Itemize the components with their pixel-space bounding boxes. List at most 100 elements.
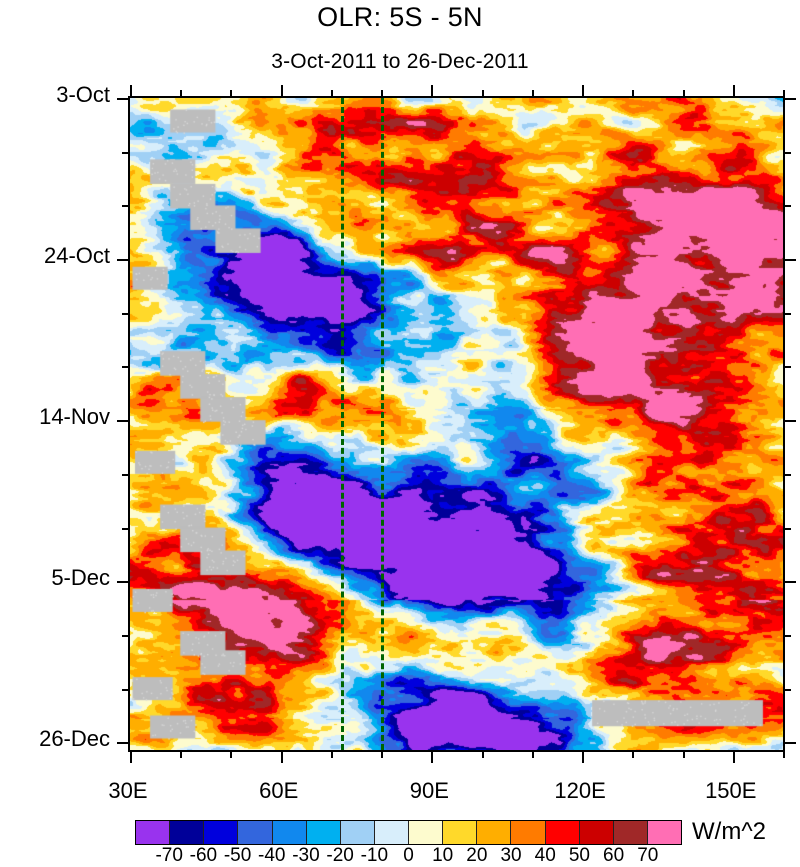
y-tick-70 [122, 634, 130, 637]
colorbar-swatch-15 [647, 821, 681, 844]
x-axis-label-60e: 60E [259, 778, 299, 803]
x-tick-top-130 [632, 90, 635, 98]
y-tick-right-28 [783, 312, 791, 315]
colorbar-tick--50: -50 [223, 845, 252, 866]
y-tick-right-35 [783, 366, 791, 369]
y-tick-right-70 [783, 634, 791, 637]
x-tick-110 [531, 750, 534, 758]
y-tick-42 [117, 420, 130, 423]
colorbar-tick--60: -60 [189, 845, 218, 866]
x-tick-top-100 [481, 90, 484, 98]
colorbar-swatch-6 [340, 821, 375, 844]
reference-line-80e [381, 98, 385, 750]
y-tick-right-84 [783, 742, 796, 745]
colorbar-swatch-5 [306, 821, 341, 844]
hovmoller-plot-area [130, 98, 783, 750]
x-tick-90 [431, 750, 434, 763]
y-axis-label-24-oct: 24-Oct [43, 243, 110, 269]
x-tick-top-90 [431, 85, 434, 98]
x-tick-top-50 [230, 90, 233, 98]
x-tick-top-40 [180, 90, 183, 98]
colorbar-swatch-12 [545, 821, 580, 844]
colorbar-swatch-8 [409, 821, 444, 844]
x-tick-top-120 [582, 85, 585, 98]
y-tick-7 [122, 151, 130, 154]
colorbar-tick-60: 60 [603, 845, 625, 866]
y-tick-right-63 [783, 581, 796, 584]
x-tick-top-80 [381, 90, 384, 98]
y-tick-21 [117, 259, 130, 262]
x-tick-top-160 [783, 90, 785, 98]
page-subtitle: 3-Oct-2011 to 26-Dec-2011 [271, 50, 529, 73]
x-axis-label-90e: 90E [409, 778, 449, 803]
colorbar-tick--10: -10 [360, 845, 389, 866]
colorbar-swatch-1 [170, 821, 205, 844]
x-tick-100 [481, 750, 484, 758]
colorbar-swatch-10 [477, 821, 512, 844]
x-axis-label-120e: 120E [554, 778, 606, 803]
y-axis-label-14-nov: 14-Nov [39, 404, 110, 430]
x-axis-label-30e: 30E [108, 778, 148, 803]
y-tick-right-42 [783, 420, 796, 423]
colorbar-tick-20: 20 [466, 845, 488, 866]
colorbar-tick-0: 0 [403, 845, 414, 866]
x-tick-150 [732, 750, 735, 763]
x-tick-top-60 [280, 85, 283, 98]
x-axis-label-150e: 150E [705, 778, 757, 803]
y-tick-77 [122, 688, 130, 691]
x-tick-120 [582, 750, 585, 763]
y-axis-label-3-oct: 3-Oct [56, 82, 110, 107]
x-tick-140 [682, 750, 685, 758]
colorbar-swatch-14 [613, 821, 648, 844]
y-tick-35 [122, 366, 130, 369]
y-tick-right-21 [783, 259, 796, 262]
hovmoller-plot-frame [117, 85, 796, 763]
y-tick-28 [122, 312, 130, 315]
colorbar-swatch-0 [136, 821, 171, 844]
reference-line-72e [340, 98, 344, 750]
colorbar [135, 820, 682, 845]
x-tick-130 [632, 750, 635, 758]
colorbar-swatch-11 [511, 821, 546, 844]
colorbar-swatch-4 [272, 821, 307, 844]
y-tick-right-77 [783, 688, 791, 691]
colorbar-swatch-3 [238, 821, 273, 844]
y-tick-right-7 [783, 151, 791, 154]
x-tick-160 [783, 750, 785, 758]
colorbar-tick-10: 10 [432, 845, 454, 866]
y-axis-label-5-dec: 5-Dec [51, 565, 110, 591]
y-tick-right-0 [783, 98, 796, 100]
x-tick-30 [130, 750, 132, 763]
colorbar-swatch-2 [204, 821, 239, 844]
x-tick-top-140 [682, 90, 685, 98]
colorbar-swatch-7 [374, 821, 409, 844]
colorbar-tick--30: -30 [292, 845, 320, 866]
page-title: OLR: 5S - 5N [317, 2, 483, 32]
colorbar-tick--40: -40 [258, 845, 286, 866]
x-tick-50 [230, 750, 233, 758]
y-tick-56 [122, 527, 130, 530]
y-tick-84 [117, 742, 130, 745]
x-tick-40 [180, 750, 183, 758]
y-axis-label-26-dec: 26-Dec [39, 726, 110, 752]
colorbar-tick--20: -20 [326, 845, 354, 866]
y-tick-right-14 [783, 205, 791, 208]
x-tick-top-30 [130, 85, 132, 98]
y-tick-0 [117, 98, 130, 100]
colorbar-tick-70: 70 [637, 845, 659, 866]
y-tick-right-56 [783, 527, 791, 530]
x-tick-top-110 [531, 90, 534, 98]
y-tick-49 [122, 473, 130, 476]
x-tick-70 [330, 750, 333, 758]
y-tick-14 [122, 205, 130, 208]
y-tick-right-49 [783, 473, 791, 476]
colorbar-tick-50: 50 [568, 845, 590, 866]
colorbar-unit-label: W/m^2 [692, 818, 766, 845]
colorbar-tick-40: 40 [534, 845, 556, 866]
colorbar-tick-30: 30 [500, 845, 522, 866]
y-tick-63 [117, 581, 130, 584]
colorbar-tick--70: -70 [155, 845, 183, 866]
x-tick-top-150 [732, 85, 735, 98]
olr-anomaly-field [130, 98, 783, 750]
x-tick-top-70 [330, 90, 333, 98]
